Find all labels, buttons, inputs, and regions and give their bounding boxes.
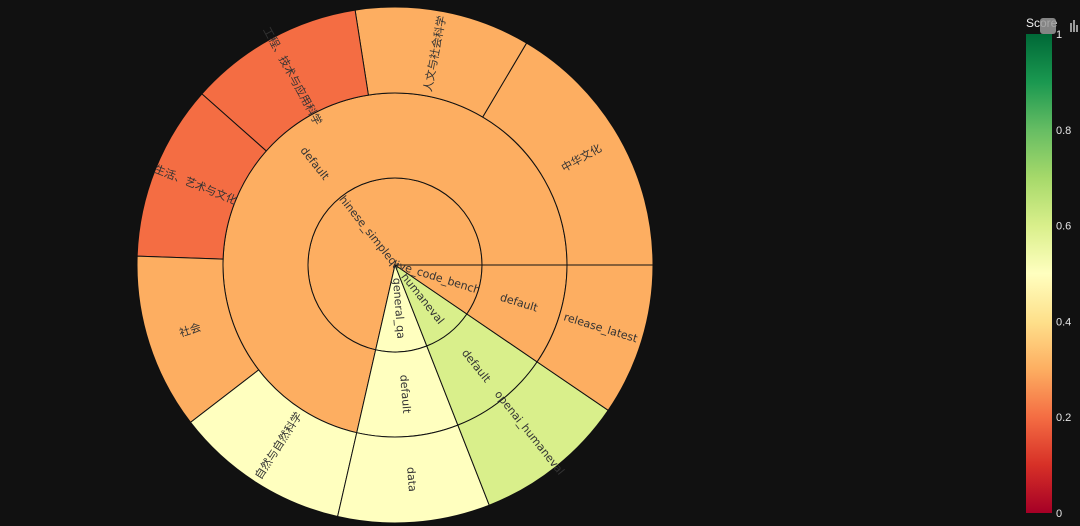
segment-label-gq: general_qa (390, 277, 408, 339)
modebar[interactable] (1040, 18, 1078, 34)
colorbar-gradient (1026, 34, 1052, 513)
colorbar-tick: 1 (1056, 29, 1062, 41)
camera-icon[interactable] (1040, 18, 1056, 34)
colorbar-tick: 0.4 (1056, 316, 1071, 328)
colorbar-tick: 0.2 (1056, 412, 1071, 424)
segment-label-c5: 社会 (177, 320, 202, 340)
segment-lcb-rl[interactable] (536, 264, 654, 412)
colorbar-tick: 0 (1056, 508, 1062, 520)
plotly-logo-icon[interactable] (1070, 20, 1078, 32)
colorbar-tick: 0.8 (1056, 125, 1071, 137)
segment-label-gq-def: default (397, 374, 413, 414)
colorbar-tick: 0.6 (1056, 221, 1071, 233)
score-colorbar: Score 00.20.40.60.81 (1026, 16, 1071, 520)
segment-label-gq-data: data (404, 467, 419, 493)
